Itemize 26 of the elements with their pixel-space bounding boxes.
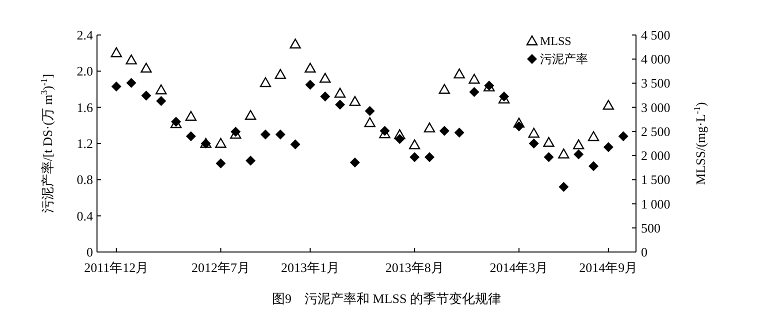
y2-tick-label: 2 500 [641,124,670,139]
y2-tick-label: 4 000 [641,52,670,67]
y2-tick-label: 4 500 [641,28,670,42]
x-tick-label: 2013年1月 [280,260,340,275]
y-tick-label: 0.4 [76,208,94,224]
text: 图9 污泥产率和 MLSS 的季节变化规律 [272,291,501,306]
y-tick-label: 1.6 [76,100,94,115]
x-tick-label: 2014年3月 [490,260,548,275]
y2-tick-label: 2 000 [641,148,670,164]
y-tick-label: 0 [86,244,93,260]
legend-label: 污泥产率 [540,52,588,66]
y2-tick-label: 1 000 [641,196,670,212]
y2-tick-label: 3 500 [641,76,670,91]
x-tick-label: 2012年7月 [192,260,250,275]
legend-label: MLSS [540,34,572,48]
y-tick-label: 2.0 [76,64,93,79]
x-tick-label: 2014年9月 [579,260,638,275]
y-tick-label: 1.2 [76,136,93,151]
y2-tick-label: 0 [641,244,648,260]
y-tick-label: 2.4 [76,28,94,42]
y2-tick-label: 1 500 [641,172,670,188]
y-tick-label: 0.8 [76,172,93,188]
x-tick-label: 2011年12月 [84,260,149,275]
y2-tick-label: 500 [641,220,660,236]
y2-tick-label: 3 000 [641,100,670,115]
x-tick-label: 2013年8月 [385,260,444,275]
